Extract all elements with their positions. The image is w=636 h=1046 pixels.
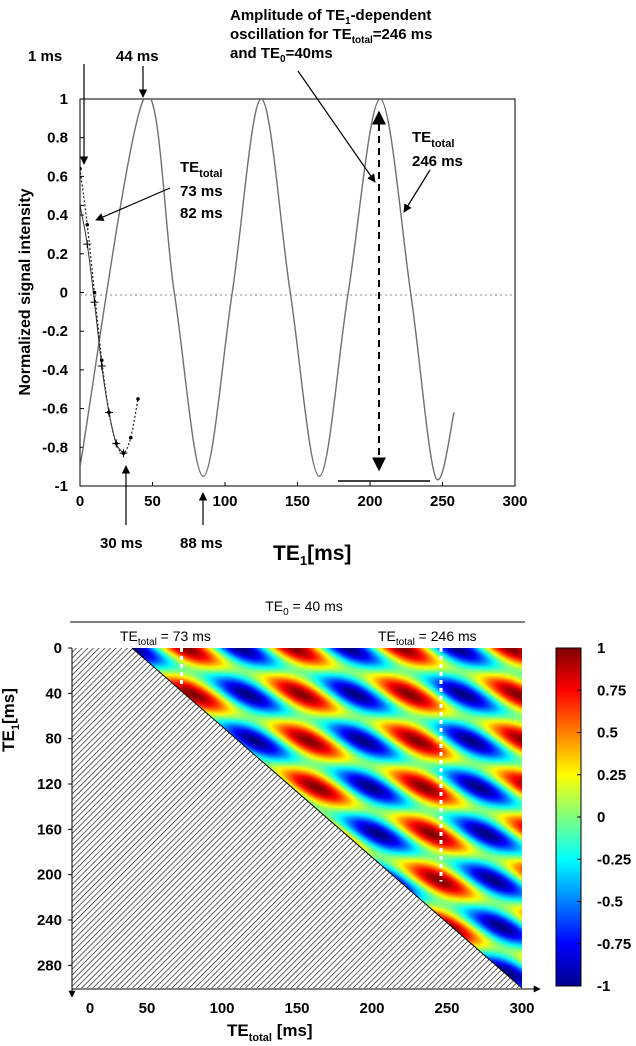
y-tick-label: -0.4: [42, 362, 69, 379]
x-tick-label: 50: [139, 1000, 156, 1017]
x-tick-label: 300: [509, 1000, 534, 1017]
x-axis-label: TE1[ms]: [273, 542, 351, 568]
colorbar: [555, 647, 582, 987]
series-line-te-total-246: [80, 99, 455, 481]
marker-label-73: TEtotal = 73 ms: [120, 628, 211, 648]
y-tick-labels: 1 0.8 0.6 0.4 0.2 0 -0.2 -0.4 -0.6 -0.8 -1: [42, 91, 84, 495]
data-point: [128, 435, 133, 440]
y-tick-label: 0.8: [47, 130, 68, 147]
y-tick-label: 0: [54, 640, 62, 657]
y-tick-label: 0.4: [47, 207, 69, 224]
line-chart: 1 0.8 0.6 0.4 0.2 0 -0.2 -0.4 -0.6 -0.8 -1 0 50 100 1…: [17, 7, 528, 568]
colorbar-tick-label: 0.75: [597, 682, 626, 699]
annotation-88ms: 88 ms: [180, 535, 223, 552]
data-point: [85, 222, 90, 227]
y-tick-label: 200: [37, 867, 62, 884]
x-tick-label: 300: [502, 493, 527, 510]
y-tick-label: 0.6: [47, 168, 68, 185]
masked-region: [72, 648, 522, 988]
y-tick-label: 240: [37, 912, 62, 929]
colorbar-tick-label: -0.75: [597, 936, 631, 953]
annotation-amplitude: Amplitude of TE1-dependent oscillation f…: [230, 7, 437, 65]
line-chart-plot-area: [79, 98, 516, 487]
x-tick-label: 100: [212, 493, 237, 510]
heatmap-y-axis-label: TE1[ms]: [0, 688, 22, 752]
annotation-30ms: 30 ms: [100, 535, 143, 552]
arrow-te-total-73-82: [95, 187, 171, 221]
y-tick-label: -1: [55, 478, 68, 495]
colorbar-tick-label: -1: [597, 978, 610, 995]
annotation-44ms: 44 ms: [116, 48, 159, 65]
annotation-te-total-246: TEtotal 246 ms: [412, 129, 463, 170]
y-tick-label: 40: [45, 685, 62, 702]
arrow-te-total-246: [403, 169, 431, 213]
y-axis-label: Normalized signal intensity: [17, 188, 34, 395]
data-point: [92, 290, 97, 295]
heatmap-y-tick-labels: 0 40 80 120 160 200 240 280: [37, 640, 72, 974]
x-tick-label: 100: [209, 1000, 234, 1017]
y-tick-label: 0.2: [47, 246, 68, 263]
heatmap-x-axis-label: TEtotal [ms]: [227, 1021, 313, 1044]
y-tick-label: 280: [37, 957, 62, 974]
colorbar-tick-label: 1: [597, 640, 605, 657]
x-tick-label: 250: [434, 1000, 459, 1017]
data-point: [80, 166, 82, 171]
y-tick-label: 1: [60, 91, 68, 108]
x-tick-label: 250: [430, 493, 455, 510]
heatmap-header: TE0 = 40 ms: [265, 598, 343, 618]
series-markers-te-total-73: [80, 166, 140, 455]
colorbar-tick-label: 0: [597, 809, 605, 826]
y-tick-label: -0.6: [42, 401, 68, 418]
x-tick-label: 0: [76, 493, 84, 510]
x-tick-label: 150: [285, 493, 310, 510]
x-tick-label: 200: [359, 1000, 384, 1017]
y-tick-label: 0: [60, 285, 68, 302]
colorbar-tick-label: -0.25: [597, 851, 631, 868]
arrow-amplitude: [297, 70, 376, 183]
y-tick-label: 120: [37, 776, 62, 793]
y-tick-label: -0.2: [42, 323, 68, 340]
y-tick-label: 80: [45, 731, 62, 748]
x-tick-label: 0: [86, 1000, 94, 1017]
data-point: [99, 358, 104, 363]
x-tick-label: 150: [284, 1000, 309, 1017]
y-tick-label: 160: [37, 821, 62, 838]
data-point: [136, 397, 140, 401]
heatmap-chart: TE0 = 40 ms TEtotal = 73 ms TEtotal = 24…: [0, 598, 631, 1044]
colorbar-tick-label: 0.25: [597, 767, 626, 784]
x-tick-label: 50: [144, 493, 161, 510]
colorbar-tick-label: -0.5: [597, 894, 623, 911]
x-tick-labels: 0 50 100 150 200 250 300: [76, 482, 528, 510]
y-tick-label: -0.8: [42, 439, 68, 456]
mask-boundary: [131, 647, 523, 989]
colorbar-tick-labels: 1 0.75 0.5 0.25 0 -0.25 -0.5 -0.75 -1: [577, 640, 631, 995]
annotation-te-total-73-82: TEtotal 73 ms 82 ms: [180, 159, 227, 222]
heatmap-x-tick-labels: 0 50 100 150 200 250 300: [86, 1000, 535, 1017]
series-markers-te-total-82: [80, 201, 128, 458]
x-tick-label: 200: [357, 493, 382, 510]
marker-label-246: TEtotal = 246 ms: [378, 628, 477, 648]
colorbar-tick-label: 0.5: [597, 725, 618, 742]
annotation-1ms: 1 ms: [28, 48, 62, 65]
